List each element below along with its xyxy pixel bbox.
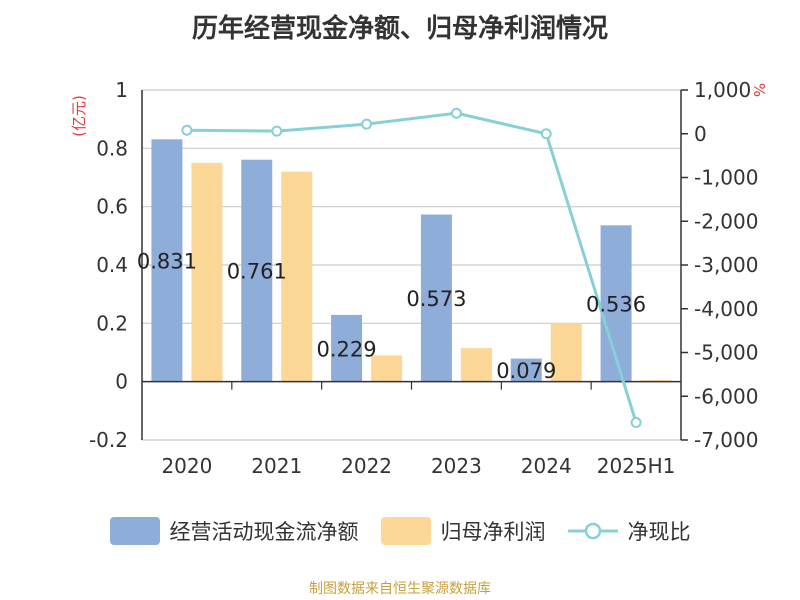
bar-cash-flow: [331, 314, 363, 382]
data-label-cash-flow: 0.761: [227, 260, 287, 284]
left-axis-unit: (亿元): [70, 95, 88, 137]
x-tick-label: 2025H1: [597, 454, 676, 478]
data-label-cash-flow: 0.536: [586, 293, 646, 317]
legend: 经营活动现金流净额 归母净利润 净现比: [0, 516, 800, 546]
ratio-line-path: [186, 111, 638, 423]
legend-swatch-net-profit: [380, 517, 431, 545]
data-label-cash-flow: 0.831: [137, 249, 197, 273]
bar-cash-flow: [510, 358, 542, 382]
right-tick-label: -6,000: [694, 384, 758, 408]
bar-net-profit: [281, 171, 313, 382]
left-tick-label: 0.8: [96, 136, 128, 160]
ratio-point: [271, 125, 283, 137]
x-tick-label: 2021: [251, 454, 302, 478]
right-tick-label: 1,000: [694, 78, 751, 102]
left-tick-label: -0.2: [89, 428, 128, 452]
bar-net-profit: [371, 355, 403, 382]
source-note: 制图数据来自恒生聚源数据库: [309, 581, 491, 597]
right-tick-label: -7,000: [694, 428, 758, 452]
legend-label-cash-flow: 经营活动现金流净额: [169, 520, 359, 544]
legend-item-cash-flow[interactable]: 经营活动现金流净额: [109, 516, 359, 546]
right-axis-unit: %: [750, 83, 768, 97]
legend-swatch-cash-flow: [109, 517, 160, 545]
legend-item-net-profit[interactable]: 归母净利润: [380, 516, 546, 546]
data-label-cash-flow: 0.079: [496, 359, 556, 383]
chart-title: 历年经营现金净额、归母净利润情况: [191, 14, 608, 44]
left-tick-label: 0: [115, 370, 128, 394]
ratio-point: [540, 128, 552, 140]
left-tick-label: 0.4: [96, 253, 128, 277]
right-tick-label: -4,000: [694, 297, 758, 321]
legend-label-net-profit: 归母净利润: [440, 520, 546, 544]
x-tick-label: 2022: [341, 454, 392, 478]
right-tick-label: -5,000: [694, 341, 758, 365]
legend-swatch-ratio: [567, 522, 618, 540]
right-tick-label: -3,000: [694, 253, 758, 277]
bars: [151, 139, 672, 382]
bar-net-profit: [550, 323, 582, 382]
legend-item-ratio[interactable]: 净现比: [567, 516, 691, 546]
left-tick-label: 1: [115, 78, 128, 102]
ratio-point: [361, 118, 373, 130]
ratio-point: [450, 107, 462, 119]
x-tick-label: 2023: [431, 454, 482, 478]
bar-cash-flow: [420, 214, 452, 382]
data-label-cash-flow: 0.573: [406, 287, 466, 311]
right-tick-label: 0: [694, 122, 707, 146]
data-label-cash-flow: 0.229: [317, 337, 377, 361]
right-tick-label: -2,000: [694, 209, 758, 233]
x-tick-label: 2024: [521, 454, 572, 478]
ratio-point: [181, 124, 193, 136]
left-tick-label: 0.6: [96, 195, 128, 219]
bar-cash-flow: [151, 139, 183, 382]
legend-label-ratio: 净现比: [627, 520, 691, 544]
right-tick-label: -1,000: [694, 166, 758, 190]
left-tick-label: 0.2: [96, 311, 128, 335]
bar-net-profit: [191, 162, 223, 382]
ratio-point: [630, 417, 642, 428]
bar-net-profit: [460, 348, 492, 382]
bar-cash-flow: [241, 159, 273, 382]
axes: 1 0.8 0.6 0.4 0.2 0 -0.2 1,000 0 -1,000 -2,000 -3,0…: [89, 78, 759, 478]
ratio-line: [181, 107, 642, 428]
data-labels: 0.831 0.761 0.229 0.573 0.079 0.536: [137, 249, 646, 383]
x-tick-label: 2020: [161, 454, 212, 478]
